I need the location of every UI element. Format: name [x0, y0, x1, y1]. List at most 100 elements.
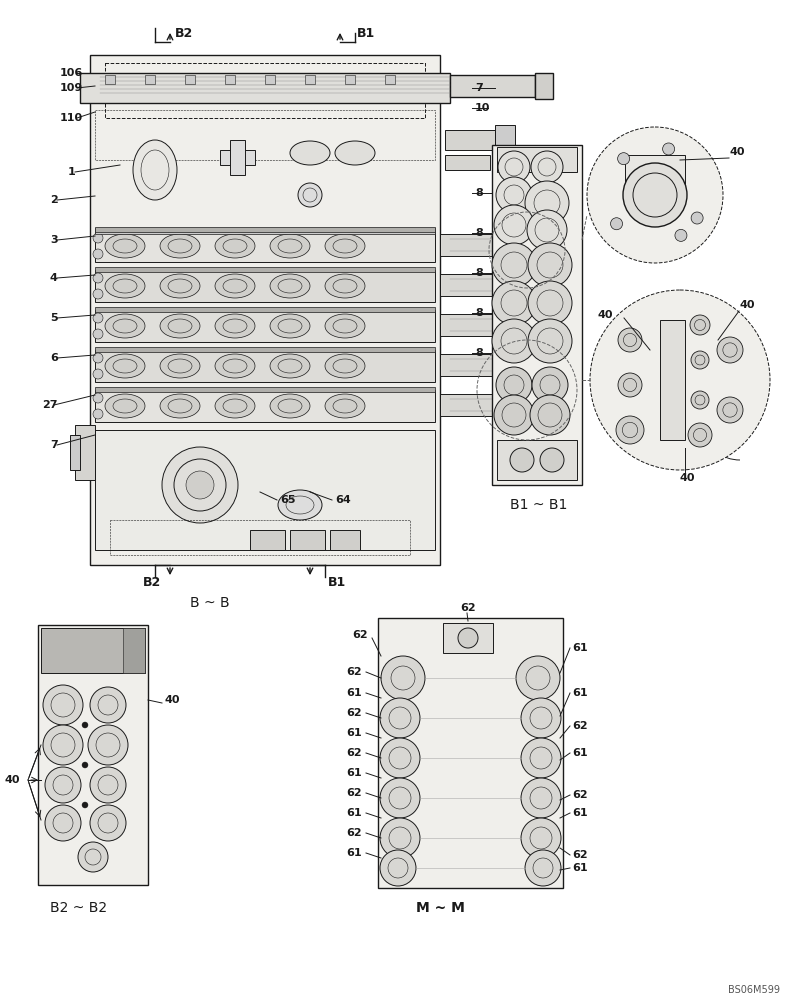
Circle shape: [531, 367, 568, 403]
Circle shape: [521, 698, 560, 738]
Text: 2: 2: [50, 195, 58, 205]
Circle shape: [496, 367, 531, 403]
Bar: [70, 435, 80, 470]
Bar: [95, 387, 435, 392]
Circle shape: [93, 249, 103, 259]
Circle shape: [45, 767, 81, 803]
Ellipse shape: [160, 394, 200, 418]
Ellipse shape: [290, 141, 329, 165]
Bar: [440, 394, 504, 416]
Circle shape: [93, 329, 103, 339]
Circle shape: [530, 395, 569, 435]
Ellipse shape: [160, 354, 200, 378]
Bar: [504, 276, 517, 294]
Circle shape: [497, 151, 530, 183]
Ellipse shape: [160, 314, 200, 338]
Ellipse shape: [133, 140, 177, 200]
Circle shape: [380, 818, 419, 858]
Text: 40: 40: [679, 473, 695, 483]
Circle shape: [93, 369, 103, 379]
Circle shape: [162, 447, 238, 523]
Circle shape: [78, 842, 108, 872]
Circle shape: [93, 393, 103, 403]
Bar: [95, 347, 435, 352]
Circle shape: [380, 656, 424, 700]
Ellipse shape: [105, 234, 145, 258]
Text: 61: 61: [345, 808, 361, 818]
Circle shape: [93, 313, 103, 323]
Bar: [491, 145, 581, 485]
Circle shape: [662, 143, 674, 155]
Circle shape: [380, 738, 419, 778]
Text: 6: 6: [50, 353, 58, 363]
Ellipse shape: [324, 274, 365, 298]
Text: BS06M599: BS06M599: [727, 985, 779, 995]
Text: B2 ~ B2: B2 ~ B2: [50, 901, 107, 915]
Circle shape: [622, 163, 686, 227]
Text: 61: 61: [571, 643, 587, 653]
Circle shape: [539, 448, 564, 472]
Circle shape: [380, 850, 415, 886]
Text: 8: 8: [474, 348, 483, 358]
Ellipse shape: [160, 274, 200, 298]
Circle shape: [82, 722, 88, 728]
Ellipse shape: [324, 314, 365, 338]
Circle shape: [380, 778, 419, 818]
Text: 8: 8: [474, 228, 483, 238]
Circle shape: [93, 353, 103, 363]
Bar: [444, 130, 495, 150]
Text: 62: 62: [345, 667, 361, 677]
Ellipse shape: [270, 274, 310, 298]
Text: 62: 62: [345, 708, 361, 718]
Bar: [440, 314, 504, 336]
Text: 62: 62: [571, 721, 587, 731]
Circle shape: [521, 778, 560, 818]
Ellipse shape: [324, 354, 365, 378]
Circle shape: [617, 153, 629, 165]
Ellipse shape: [270, 314, 310, 338]
Bar: [185, 75, 195, 84]
Ellipse shape: [215, 394, 255, 418]
Circle shape: [527, 281, 571, 325]
Circle shape: [515, 656, 560, 700]
Text: 62: 62: [571, 790, 587, 800]
Bar: [95, 228, 435, 234]
Bar: [504, 236, 517, 254]
Circle shape: [491, 243, 535, 287]
Text: 3: 3: [50, 235, 58, 245]
Bar: [305, 75, 315, 84]
Circle shape: [716, 397, 742, 423]
Bar: [378, 618, 562, 888]
Bar: [384, 75, 394, 84]
Circle shape: [93, 409, 103, 419]
Circle shape: [457, 628, 478, 648]
Circle shape: [90, 767, 126, 803]
Text: B2: B2: [175, 27, 193, 40]
Circle shape: [525, 181, 569, 225]
Text: 27: 27: [42, 400, 58, 410]
Bar: [659, 320, 684, 440]
Circle shape: [82, 802, 88, 808]
Text: 8: 8: [474, 308, 483, 318]
Ellipse shape: [270, 234, 310, 258]
Bar: [496, 440, 577, 480]
Circle shape: [674, 229, 686, 241]
Text: 1: 1: [68, 167, 75, 177]
Bar: [624, 155, 684, 200]
Text: 106: 106: [60, 68, 84, 78]
Circle shape: [687, 423, 711, 447]
Text: 40: 40: [165, 695, 180, 705]
Circle shape: [491, 281, 535, 325]
Text: 61: 61: [571, 863, 587, 873]
Text: 110: 110: [60, 113, 83, 123]
Text: 62: 62: [571, 850, 587, 860]
Bar: [105, 63, 424, 118]
Circle shape: [716, 337, 742, 363]
Circle shape: [45, 805, 81, 841]
Bar: [109, 520, 410, 555]
Circle shape: [527, 319, 571, 363]
Circle shape: [525, 850, 560, 886]
Ellipse shape: [215, 274, 255, 298]
Text: 109: 109: [60, 83, 84, 93]
Circle shape: [43, 725, 83, 765]
